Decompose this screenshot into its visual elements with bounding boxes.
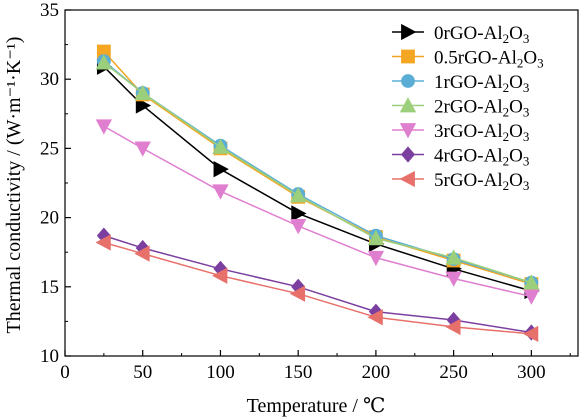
legend-marker — [399, 170, 415, 188]
legend-item: 3rGO-Al2O3 — [392, 121, 529, 144]
data-point — [212, 267, 228, 284]
data-point — [290, 219, 307, 235]
data-point — [212, 138, 229, 154]
data-point — [289, 285, 306, 302]
data-point — [523, 289, 540, 305]
data-point — [134, 245, 150, 262]
data-point — [95, 119, 113, 135]
data-point — [135, 97, 152, 114]
series-line — [103, 234, 532, 334]
data-point — [213, 160, 229, 178]
x-tick-label: 250 — [439, 362, 468, 383]
legend-marker — [400, 146, 416, 163]
data-point — [367, 230, 385, 246]
legend-marker — [401, 23, 417, 41]
legend-label: 0rGO-Al2O3 — [434, 23, 529, 46]
data-point — [367, 250, 385, 267]
data-point — [134, 141, 151, 157]
series-6 — [95, 234, 539, 343]
data-point — [291, 205, 307, 222]
y-tick-label: 15 — [40, 277, 59, 298]
data-point — [212, 184, 229, 200]
legend-label: 1rGO-Al2O3 — [434, 72, 529, 95]
series-4 — [95, 119, 540, 305]
legend-label: 0.5rGO-Al2O3 — [434, 48, 544, 71]
x-tick-label: 150 — [284, 362, 313, 383]
legend-label: 2rGO-Al2O3 — [434, 97, 529, 120]
data-point — [95, 54, 113, 70]
data-point — [445, 249, 462, 265]
data-point — [445, 318, 461, 336]
data-point — [367, 309, 383, 326]
y-tick-label: 25 — [40, 138, 59, 159]
x-tick-label: 200 — [362, 362, 391, 383]
y-tick-label: 10 — [40, 346, 59, 367]
legend: 0rGO-Al2O30.5rGO-Al2O31rGO-Al2O32rGO-Al2… — [392, 23, 544, 193]
data-point — [134, 84, 151, 100]
x-axis-title: Temperature / ℃ — [247, 395, 386, 417]
legend-item: 1rGO-Al2O3 — [392, 72, 529, 95]
y-tick-label: 30 — [40, 69, 59, 90]
series-3 — [95, 54, 540, 290]
legend-marker — [399, 97, 417, 113]
data-point — [95, 234, 111, 251]
legend-label: 5rGO-Al2O3 — [434, 170, 529, 193]
legend-item: 2rGO-Al2O3 — [392, 97, 529, 120]
legend-marker — [401, 49, 415, 64]
legend-item: 4rGO-Al2O3 — [392, 146, 529, 169]
legend-item: 0rGO-Al2O3 — [392, 23, 529, 46]
legend-marker — [401, 74, 415, 88]
x-tick-label: 0 — [60, 362, 70, 383]
legend-label: 3rGO-Al2O3 — [434, 121, 529, 144]
x-tick-label: 50 — [133, 362, 152, 383]
y-tick-label: 35 — [40, 0, 59, 21]
series-5 — [96, 227, 539, 341]
legend-item: 5rGO-Al2O3 — [392, 170, 529, 193]
legend-marker — [399, 123, 417, 139]
x-tick-label: 300 — [517, 362, 546, 383]
x-tick-label: 100 — [206, 362, 235, 383]
data-point — [290, 187, 307, 203]
data-point — [523, 325, 539, 343]
series-line — [103, 241, 532, 335]
data-point — [445, 271, 462, 287]
y-axis-title: Thermal conductivity / (W·m⁻¹·K⁻¹) — [3, 37, 25, 334]
y-tick-label: 20 — [40, 208, 59, 229]
legend-label: 4rGO-Al2O3 — [434, 146, 529, 169]
data-point — [523, 274, 540, 290]
legend-item: 0.5rGO-Al2O3 — [392, 48, 544, 71]
